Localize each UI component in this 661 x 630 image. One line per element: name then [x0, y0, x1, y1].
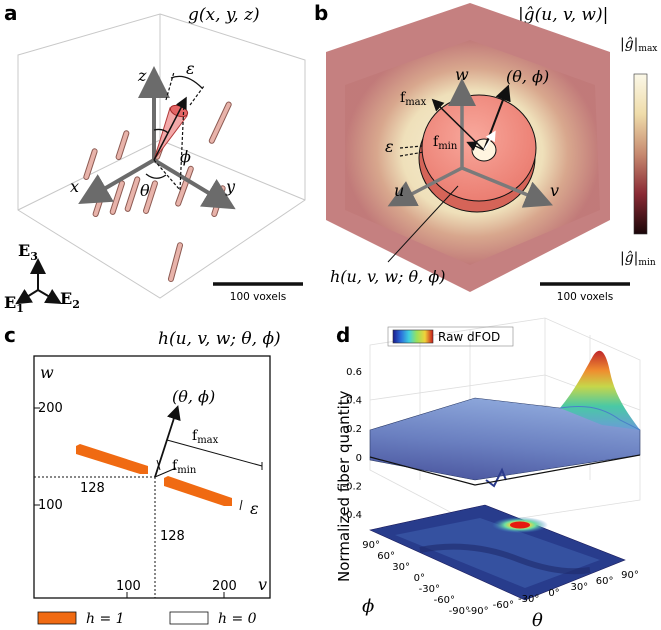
panel-b-title: |ĝ(u, v, w)| — [518, 5, 608, 25]
panel-d-phi-ticks: 90°60°30° 0°-30°-60°-90° — [362, 540, 470, 617]
basis-e3: E — [18, 241, 30, 260]
svg-text:fmax: fmax — [192, 428, 219, 446]
phi-tick: -30° — [419, 584, 440, 595]
panel-d-colorbar-label: Raw dFOD — [438, 330, 500, 344]
panel-a-epsilon: ε — [186, 59, 195, 78]
legend-h1-label: h = 1 — [86, 611, 125, 627]
panel-a-scale-label: 100 voxels — [230, 291, 286, 303]
panel-d-letter: d — [336, 323, 350, 347]
phi-tick: 30° — [392, 562, 410, 573]
legend-h0-label: h = 0 — [218, 611, 257, 627]
tick-v-100: 100 — [116, 579, 141, 594]
panel-a-cube — [17, 13, 306, 299]
theta-tick: 90° — [621, 570, 639, 581]
panel-b: b |ĝ(u, v, w)| w u v (θ, ϕ) fmax fmin ε … — [314, 1, 657, 303]
colorbar-max: |ĝ| — [620, 35, 638, 52]
panel-b-w-label: w — [455, 65, 469, 84]
panel-b-fmax: f — [400, 90, 407, 106]
panel-b-h-label: h(u, v, w; θ, ϕ) — [330, 267, 445, 286]
panel-a-x-label: x — [70, 177, 79, 196]
panel-c-v-label: v — [258, 575, 267, 594]
theta-tick: -30° — [518, 594, 539, 605]
panel-a-letter: a — [4, 1, 18, 25]
phi-tick: 0° — [414, 573, 425, 584]
panel-c-title: h(u, v, w; θ, ϕ) — [158, 329, 281, 349]
svg-text:E3: E3 — [18, 241, 38, 263]
panel-c-fmax: f — [192, 428, 199, 444]
panel-b-epsilon: ε — [385, 137, 394, 156]
svg-text:E1: E1 — [4, 293, 24, 315]
panel-c-direction: (θ, ϕ) — [172, 387, 215, 406]
panel-b-fmin: f — [433, 134, 440, 150]
phi-tick: 90° — [362, 540, 380, 551]
theta-tick: -90° — [467, 606, 488, 617]
panel-d-theta-ticks: -90° -60° -30° 0° 30° 60° 90° — [467, 570, 639, 617]
panel-a-phi: ϕ — [180, 147, 191, 166]
phi-tick: 60° — [377, 551, 395, 562]
marker-128-horizontal: 128 — [80, 481, 105, 496]
z-tick: 0.2 — [346, 424, 362, 435]
panel-b-letter: b — [314, 1, 328, 25]
panel-d-peak — [560, 350, 640, 430]
panel-c: c h(u, v, w; θ, ϕ) w v 200 100 100 200 1… — [4, 323, 281, 627]
legend-h1-swatch — [37, 611, 77, 625]
legend-h0-swatch — [169, 611, 209, 625]
theta-tick: 60° — [596, 576, 614, 587]
theta-tick: 30° — [570, 582, 588, 593]
z-tick: 0 — [356, 453, 362, 464]
panel-b-u-label: u — [394, 181, 404, 200]
tick-v-200: 200 — [212, 579, 237, 594]
panel-b-v-label: v — [550, 181, 559, 200]
panel-d-z-ticks: 0.6 0.4 0.2 0 -0.2 -0.4 — [342, 367, 362, 521]
z-tick: 0.6 — [346, 367, 362, 378]
theta-tick: -60° — [493, 600, 514, 611]
panel-d-z-label: Normalized fiber quantity — [335, 390, 353, 582]
colorbar-min: |ĝ| — [620, 249, 638, 266]
panel-c-w-label: w — [40, 363, 54, 382]
tick-w-200: 200 — [38, 401, 63, 416]
basis-e2: E — [60, 289, 72, 308]
svg-text:fmax: fmax — [400, 90, 427, 108]
panel-a-y-label: y — [225, 177, 236, 196]
svg-text:fmin: fmin — [172, 458, 197, 476]
panel-b-scale-label: 100 voxels — [557, 291, 613, 303]
phi-tick: -60° — [434, 595, 455, 606]
panel-a-basis — [15, 258, 62, 305]
panel-b-colorbar — [633, 73, 648, 235]
x-axis-arrow — [78, 158, 156, 205]
svg-text:|ĝ|min: |ĝ|min — [620, 249, 656, 268]
svg-text:E2: E2 — [60, 289, 80, 311]
theta-tick: 0° — [548, 588, 559, 599]
panel-a-z-label: z — [137, 66, 147, 85]
svg-text:fmin: fmin — [433, 134, 458, 152]
marker-128-vertical: 128 — [160, 529, 185, 544]
basis-e1: E — [4, 293, 16, 312]
panel-c-fmin: f — [172, 458, 179, 474]
z-tick: -0.2 — [342, 481, 362, 492]
panel-d: d Raw dFOD 0.60.40.20-0.2-0.4 -90°-60°-3… — [335, 317, 641, 630]
panel-c-letter: c — [4, 323, 16, 347]
panel-a-theta: θ — [140, 181, 150, 200]
z-tick: -0.4 — [342, 510, 362, 521]
panel-c-epsilon: ε — [250, 499, 259, 518]
panel-d-theta-label: θ — [532, 610, 543, 630]
svg-text:|ĝ|max: |ĝ|max — [620, 35, 657, 54]
phi-tick: -90° — [449, 606, 470, 617]
panel-a-axes — [78, 66, 236, 210]
panel-b-axes — [387, 78, 553, 208]
panel-c-h1-region — [76, 444, 232, 506]
panel-d-colorbar — [392, 329, 434, 344]
panel-d-phi-label: ϕ — [362, 596, 374, 617]
tick-w-100: 100 — [38, 498, 63, 513]
z-tick: 0.4 — [346, 396, 362, 407]
y-axis-arrow — [152, 158, 236, 210]
panel-a-title: g(x, y, z) — [188, 5, 260, 25]
panel-b-direction: (θ, ϕ) — [506, 67, 549, 86]
panel-a: a g(x, y, z) — [4, 1, 306, 315]
